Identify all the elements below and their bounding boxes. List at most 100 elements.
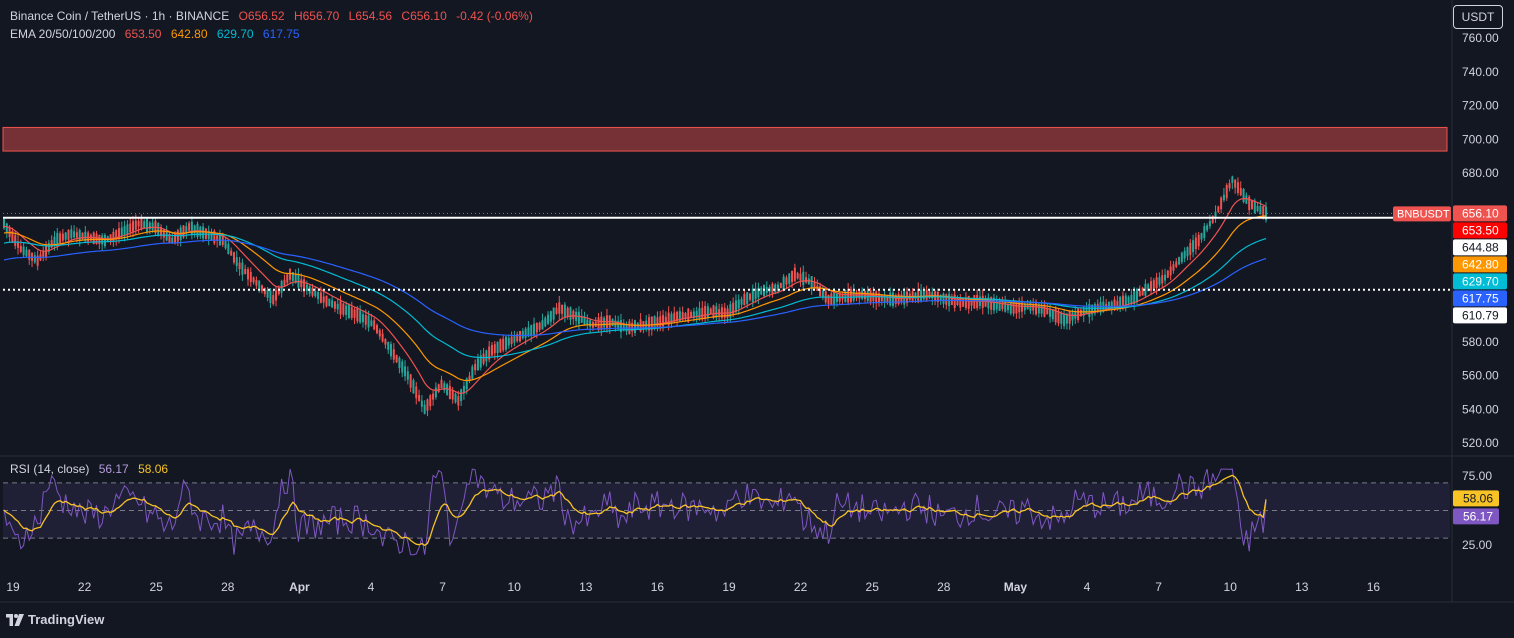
currency-unit-button[interactable]: USDT	[1453, 5, 1503, 29]
candle-body	[928, 291, 931, 298]
candle-body	[1113, 299, 1116, 310]
rsi-tick-label: 75.00	[1462, 469, 1492, 483]
candle-body	[967, 295, 970, 309]
candle-body	[1164, 274, 1167, 281]
candle-body	[1107, 302, 1110, 310]
candle-body	[1206, 225, 1209, 231]
candle-body	[1130, 294, 1133, 305]
candle-body	[1259, 205, 1262, 215]
candle-body	[75, 232, 78, 238]
candle-body	[1018, 302, 1021, 313]
candle-body	[998, 299, 1001, 311]
candle-body	[224, 241, 227, 249]
open-value: O656.52	[238, 9, 285, 23]
candle-body	[1004, 300, 1007, 312]
candle-body	[263, 288, 266, 295]
candle-body	[1197, 234, 1200, 247]
candle-body	[791, 270, 794, 283]
candle-body	[715, 306, 718, 318]
candle-body	[504, 336, 507, 350]
candle-body	[364, 314, 367, 325]
candle-body	[785, 277, 788, 285]
tradingview-logo[interactable]: TradingView	[6, 612, 104, 627]
candle-body	[415, 386, 418, 399]
candle-body	[779, 282, 782, 289]
price-label	[1453, 222, 1507, 239]
candle-body	[566, 307, 569, 317]
candle-body	[1262, 206, 1265, 218]
candle-body	[1068, 311, 1071, 324]
candle-body	[272, 295, 275, 305]
candle-body	[777, 284, 780, 291]
candle-body	[151, 222, 154, 231]
candle-body	[535, 322, 538, 333]
candle-body	[157, 222, 160, 236]
candle-body	[827, 294, 830, 305]
candle-body	[589, 320, 592, 327]
candle-body	[148, 222, 151, 230]
candle-body	[331, 300, 334, 308]
candle-body	[322, 296, 325, 303]
candle-body	[583, 316, 586, 326]
price-tick-label: 540.00	[1462, 402, 1499, 416]
candle-body	[283, 279, 286, 286]
ema100-line	[3, 233, 1267, 359]
candle-body	[549, 311, 552, 322]
candle-body	[336, 303, 339, 310]
candle-body	[802, 271, 805, 286]
ema-label[interactable]: EMA 20/50/100/200	[10, 27, 116, 41]
candle-body	[1180, 252, 1183, 263]
candle-body	[1231, 176, 1234, 184]
candle-body	[847, 289, 850, 303]
candle-body	[1133, 291, 1136, 305]
candle-body	[670, 313, 673, 323]
candle-body	[429, 395, 432, 407]
rsi-value: 56.17	[98, 462, 129, 476]
candle-body	[945, 294, 948, 305]
candle-body	[833, 292, 836, 305]
candle-body	[78, 230, 81, 241]
tradingview-label: TradingView	[28, 612, 105, 627]
symbol-name[interactable]: Binance Coin / TetherUS · 1h · BINANCE	[10, 9, 230, 23]
candle-body	[269, 290, 272, 304]
rsi-ma-value: 58.06	[138, 462, 169, 476]
candle-body	[1183, 250, 1186, 259]
candle-body	[476, 358, 479, 371]
candle-body	[1186, 247, 1189, 257]
candle-body	[1236, 182, 1239, 193]
candle-body	[230, 250, 233, 256]
candle-body	[412, 380, 415, 394]
candle-body	[395, 355, 398, 363]
candle-body	[687, 308, 690, 322]
rsi-tick-label: 25.00	[1462, 538, 1492, 552]
candle-body	[33, 255, 36, 263]
price-label-text: 629.70	[1462, 274, 1499, 288]
candle-body	[266, 290, 269, 298]
candle-body	[1239, 187, 1242, 196]
x-axis-label: 10	[508, 580, 522, 594]
candle-body	[404, 366, 407, 377]
candle-body	[67, 229, 70, 240]
candle-body	[771, 283, 774, 294]
candle-body	[1250, 200, 1253, 210]
ema-legend: EMA 20/50/100/200 653.50 642.80 629.70 6…	[10, 27, 306, 41]
candle-body	[1040, 305, 1043, 314]
rsi-label[interactable]: RSI (14, close)	[10, 462, 90, 476]
candle-body	[471, 366, 474, 379]
candle-body	[1110, 301, 1113, 309]
candle-body	[917, 289, 920, 303]
candle-body	[502, 338, 505, 351]
candle-body	[555, 307, 558, 314]
candle-body	[1121, 295, 1124, 309]
candle-body	[729, 304, 732, 318]
candle-body	[499, 339, 502, 353]
high-value: H656.70	[293, 9, 340, 23]
resistance-zone[interactable]	[2, 126, 1448, 152]
candle-body	[586, 319, 589, 325]
candle-body	[207, 230, 210, 239]
candle-body	[920, 289, 923, 301]
candle-body	[390, 344, 393, 357]
candle-body	[482, 353, 485, 364]
